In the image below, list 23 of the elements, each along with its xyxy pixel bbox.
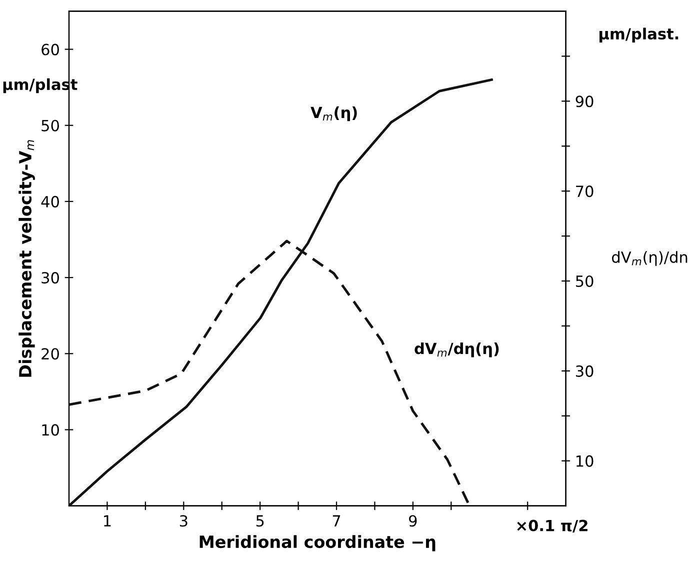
text: µm/plast. (600, 28, 678, 43)
x-tick-label: 7 (332, 515, 340, 526)
x-tick-label: 5 (256, 515, 264, 527)
x-axis-title: Meridional coordinate −η (200, 535, 436, 552)
annotation: dV$_{m}$/dη(η) (414, 342, 499, 358)
y2-tick-label: 50 (576, 275, 594, 288)
y2-tick-label: 90 (576, 96, 594, 108)
y-axis-title: Displacement velocity-V$_{m}$ (18, 140, 35, 377)
y-tick-label: 10 (42, 424, 59, 436)
y-tick-label: 40 (41, 196, 59, 208)
y2-tick-label: 10 (576, 455, 594, 467)
y2-tick-label: 30 (576, 365, 594, 377)
y-tick-label: 20 (42, 348, 59, 360)
y2-axis-title: dV$_{m}$(η)/dn (612, 251, 688, 266)
text: ×0.1 π/2 (517, 520, 588, 533)
y-tick-label: 60 (42, 44, 59, 56)
y2-tick-label: 70 (576, 186, 594, 198)
x-tick-label: 3 (180, 515, 188, 527)
annotation: V$_{m}$(η) (310, 106, 357, 122)
x-tick-label: 1 (104, 515, 111, 526)
y-tick-label: 50 (42, 120, 59, 132)
y-tick-label: 30 (42, 272, 59, 284)
x-tick-label: 9 (409, 515, 417, 527)
